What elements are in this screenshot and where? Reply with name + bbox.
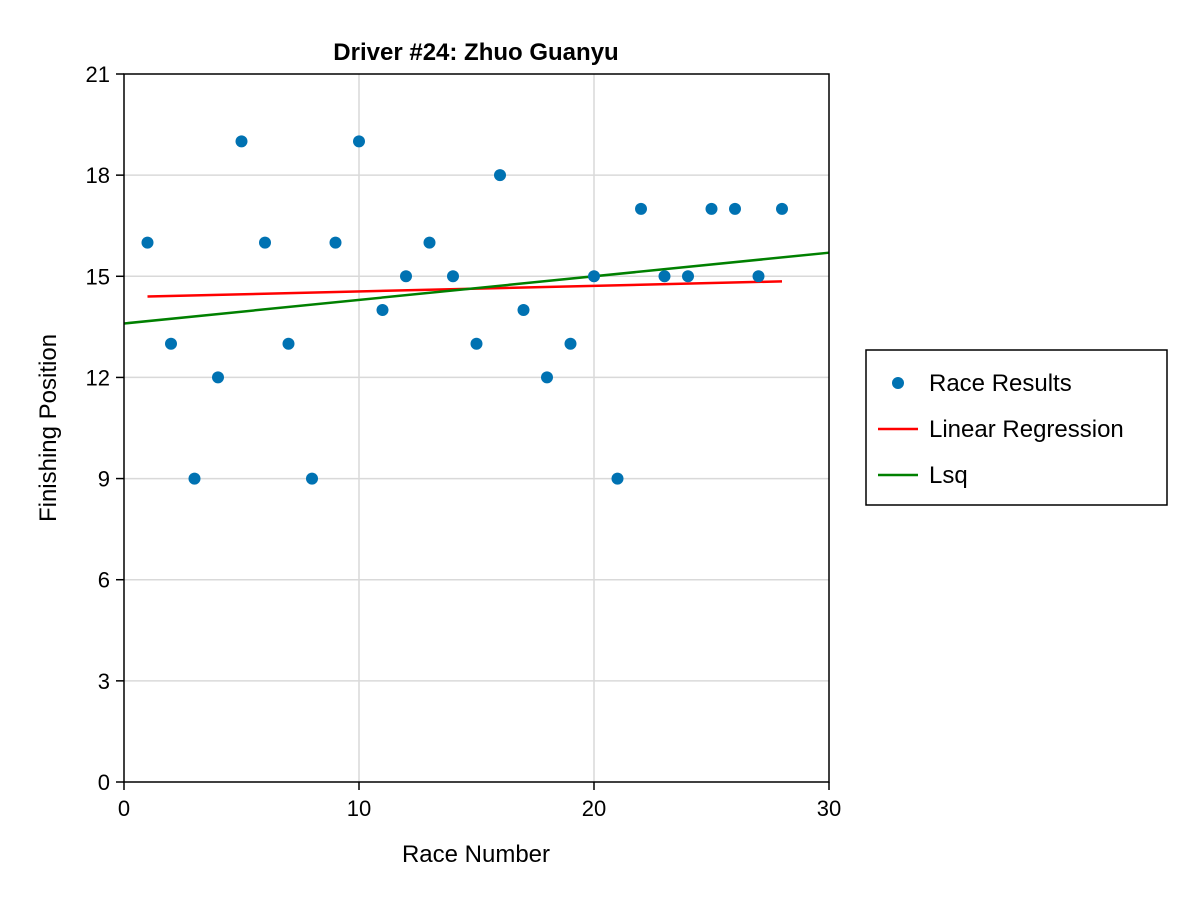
data-point [376,304,389,316]
data-point [423,236,436,249]
data-point [729,202,741,215]
data-point [658,270,671,283]
data-point [282,337,295,350]
legend-label: Linear Regression [929,416,1124,443]
legend: Race Results Linear Regression Lsq [865,349,1168,506]
y-tick-label: 15 [86,264,110,289]
y-tick-label: 3 [98,669,110,694]
series-line-3 [123,251,830,325]
data-point [541,371,553,384]
x-tick-label: 30 [817,796,841,821]
data-point [494,169,506,182]
y-tick-label: 12 [86,365,110,390]
data-point [400,270,412,283]
data-point [705,202,718,215]
data-point [611,472,624,485]
y-tick-label: 18 [86,163,110,188]
data-point [259,236,271,249]
y-tick-label: 21 [86,62,110,87]
chart-title: Driver #24: Zhuo Guanyu [333,39,618,66]
data-point [752,270,765,283]
legend-frame [865,349,1168,506]
data-point [447,270,459,283]
axis-ticks: 0 10 20 30 0 3 6 9 12 15 18 21 [86,62,842,821]
data-point [141,236,154,249]
x-tick-label: 0 [118,796,130,821]
plot-area [123,135,830,485]
legend-label: Race Results [929,370,1072,397]
data-point [517,304,530,316]
data-point [329,236,342,249]
y-tick-label: 9 [98,467,110,492]
x-tick-label: 20 [582,796,606,821]
data-point [353,135,365,148]
data-point [776,202,788,215]
data-point [564,337,577,350]
data-point [306,472,318,485]
x-axis-label: Race Number [402,841,550,868]
data-point [165,337,177,350]
data-point [635,202,647,215]
x-tick-label: 10 [347,796,371,821]
legend-label: Lsq [929,462,968,489]
legend-marker [892,377,904,389]
data-point [588,270,600,283]
data-point [188,472,201,485]
data-point [235,135,248,148]
y-axis-label: Finishing Position [35,334,62,522]
y-tick-label: 6 [98,568,110,593]
data-point [470,337,483,350]
y-tick-label: 0 [98,770,110,795]
grid [124,74,829,782]
plot-frame [123,73,830,783]
data-point [212,371,224,384]
data-point [682,270,694,283]
